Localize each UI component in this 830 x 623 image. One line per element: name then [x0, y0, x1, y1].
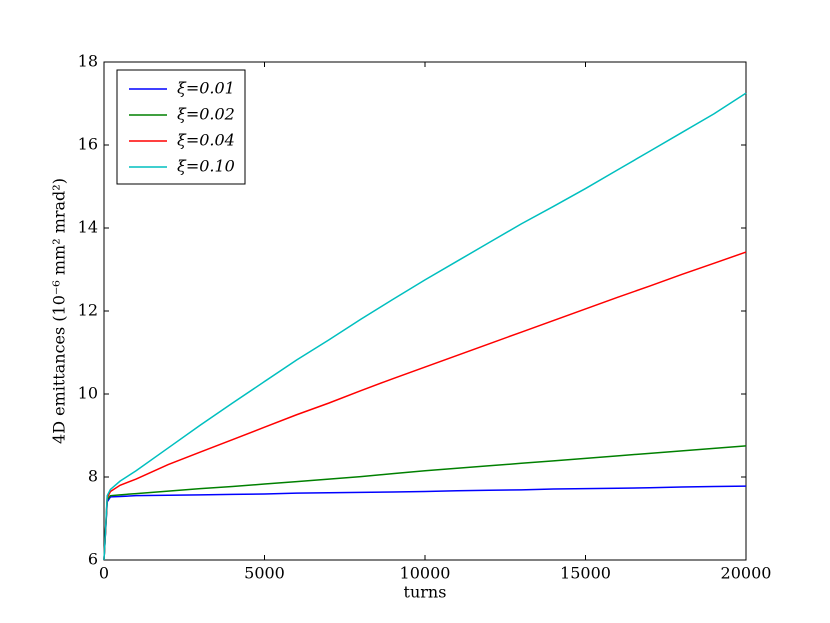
series-line [103, 92, 747, 561]
x-tick-label: 0 [99, 564, 109, 583]
y-tick-label: 12 [78, 301, 98, 320]
y-tick-label: 14 [78, 218, 98, 237]
series-line [103, 445, 747, 561]
y-tick-label: 10 [78, 384, 98, 403]
legend-label: ξ=0.02 [177, 105, 235, 124]
x-tick-label: 15000 [560, 564, 611, 583]
y-axis-label: 4D emittances (10⁻⁶ mm² mrad²) [50, 178, 69, 444]
legend-label: ξ=0.10 [177, 157, 235, 176]
legend-label: ξ=0.04 [177, 131, 235, 150]
y-tick-label: 6 [88, 550, 98, 569]
x-tick-label: 10000 [400, 564, 451, 583]
y-tick-label: 8 [88, 467, 98, 486]
series-line [103, 251, 747, 561]
series-line [103, 485, 747, 561]
y-tick-label: 18 [78, 52, 98, 71]
x-axis-label: turns [404, 583, 447, 602]
legend-label: ξ=0.01 [177, 79, 235, 98]
x-tick-label: 20000 [721, 564, 772, 583]
y-tick-label: 16 [78, 135, 98, 154]
x-tick-label: 5000 [244, 564, 285, 583]
